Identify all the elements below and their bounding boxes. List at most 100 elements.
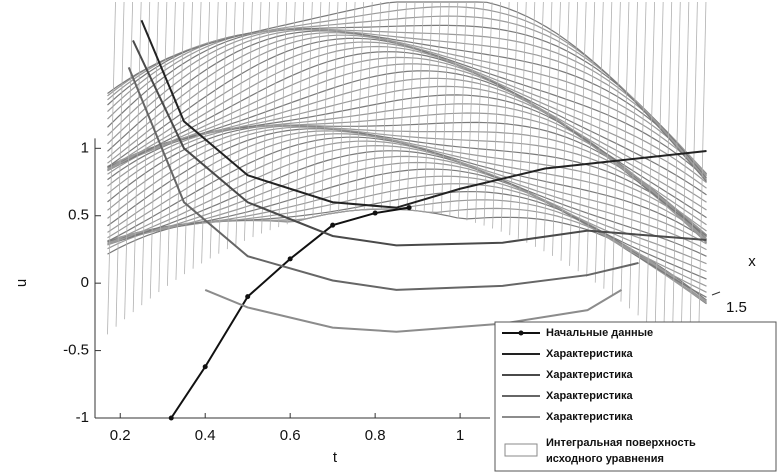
legend-label: Начальные данные xyxy=(546,327,653,339)
series-line xyxy=(132,40,707,247)
mesh-line xyxy=(107,124,707,237)
mesh-line xyxy=(440,1,450,215)
mesh-line xyxy=(620,1,630,302)
z-tick-label: 1.5 xyxy=(726,299,747,316)
legend-marker xyxy=(518,330,524,336)
mesh-line xyxy=(526,1,536,243)
mesh-line xyxy=(492,1,501,229)
surface-mesh xyxy=(107,1,707,372)
mesh-line xyxy=(269,1,279,231)
x-tick-label: 0.6 xyxy=(280,427,301,444)
series-line xyxy=(204,288,623,333)
series-line xyxy=(127,67,639,291)
mesh-line xyxy=(483,1,493,226)
mesh-line xyxy=(107,29,707,176)
mesh-line xyxy=(252,1,262,238)
mesh-line xyxy=(209,1,219,259)
mesh-line xyxy=(107,150,707,280)
mesh-line xyxy=(303,1,313,220)
mesh-line xyxy=(192,1,202,269)
mesh-line xyxy=(295,1,305,222)
mesh-line xyxy=(184,1,193,275)
mesh-line xyxy=(380,1,390,210)
mesh-line xyxy=(124,1,134,320)
mesh-line xyxy=(321,1,330,216)
mesh-line xyxy=(449,1,459,217)
y-tick-label: 0.5 xyxy=(68,207,89,224)
y-tick-label: -1 xyxy=(76,409,89,426)
mesh-line xyxy=(107,144,707,273)
legend: Начальные данные Характеристика Характерис… xyxy=(494,321,777,472)
x-tick-label: 1 xyxy=(456,427,464,444)
mesh-line xyxy=(611,1,621,296)
legend-label: Характеристика xyxy=(546,348,634,360)
mesh-line xyxy=(218,1,228,254)
mesh-line xyxy=(115,1,125,327)
mesh-line xyxy=(372,1,382,210)
mesh-line xyxy=(107,136,707,257)
point xyxy=(406,205,412,211)
mesh-line xyxy=(475,1,484,223)
legend-label: Характеристика xyxy=(546,390,634,402)
mesh-line xyxy=(534,1,544,247)
mesh-line xyxy=(577,1,587,272)
mesh-line xyxy=(680,1,690,355)
mesh-line xyxy=(457,1,467,219)
mesh-line xyxy=(107,140,707,265)
mesh-line xyxy=(107,63,707,232)
mesh-line xyxy=(226,1,236,250)
mesh-line xyxy=(603,1,613,289)
mesh-line xyxy=(107,1,707,182)
mesh-line xyxy=(415,1,424,211)
point xyxy=(330,222,336,228)
legend-label-line: Интегральная поверхность xyxy=(546,437,696,449)
legend-label: Интегральная поверхность исходного уравне… xyxy=(546,437,696,465)
mesh-line xyxy=(329,1,339,214)
x-tick-label: 0.8 xyxy=(365,427,386,444)
mesh-line xyxy=(646,1,656,323)
mesh-line xyxy=(141,1,151,306)
mesh-line xyxy=(543,1,553,252)
mesh-line xyxy=(158,1,168,293)
x-tick-label: 0.2 xyxy=(110,427,131,444)
z-axis-label: x xyxy=(748,253,756,270)
legend-label: Характеристика xyxy=(546,369,634,381)
legend-box xyxy=(494,321,777,472)
mesh-line xyxy=(594,1,604,283)
mesh-line xyxy=(389,1,399,210)
y-tick-label: 0 xyxy=(81,274,89,291)
mesh-line xyxy=(278,1,288,228)
legend-label-line: исходного уравнения xyxy=(546,453,664,465)
mesh-line xyxy=(363,1,373,210)
mesh-line xyxy=(107,28,707,175)
mesh-line xyxy=(107,56,707,226)
mesh-line xyxy=(107,28,707,176)
mesh-line xyxy=(398,1,407,210)
mesh-line xyxy=(406,1,416,210)
y-axis-label: u xyxy=(13,279,30,287)
mesh-line xyxy=(560,1,570,261)
mesh-line xyxy=(346,1,356,212)
mesh-line xyxy=(697,1,707,372)
mesh-line xyxy=(107,41,707,203)
point xyxy=(287,256,293,262)
mesh-line xyxy=(671,1,681,346)
mesh-line xyxy=(201,1,211,264)
mesh-line xyxy=(107,51,707,219)
mesh-line xyxy=(338,1,347,213)
z-tick xyxy=(711,291,721,296)
mesh-line xyxy=(569,1,578,266)
mesh-line xyxy=(654,1,664,331)
mesh-line xyxy=(423,1,433,212)
point xyxy=(245,294,251,300)
mesh-line xyxy=(107,161,707,293)
legend-label: Характеристика xyxy=(546,411,634,423)
mesh-line xyxy=(107,155,707,287)
mesh-line xyxy=(261,1,270,234)
y-tick-label: 1 xyxy=(81,139,89,156)
x-axis-label: t xyxy=(333,449,338,466)
point xyxy=(372,210,378,216)
mesh-line xyxy=(107,45,707,211)
mesh-line xyxy=(552,1,561,256)
legend-swatch xyxy=(504,443,538,457)
